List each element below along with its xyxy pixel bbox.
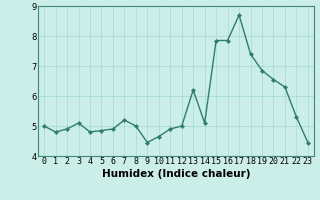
X-axis label: Humidex (Indice chaleur): Humidex (Indice chaleur) xyxy=(102,169,250,179)
